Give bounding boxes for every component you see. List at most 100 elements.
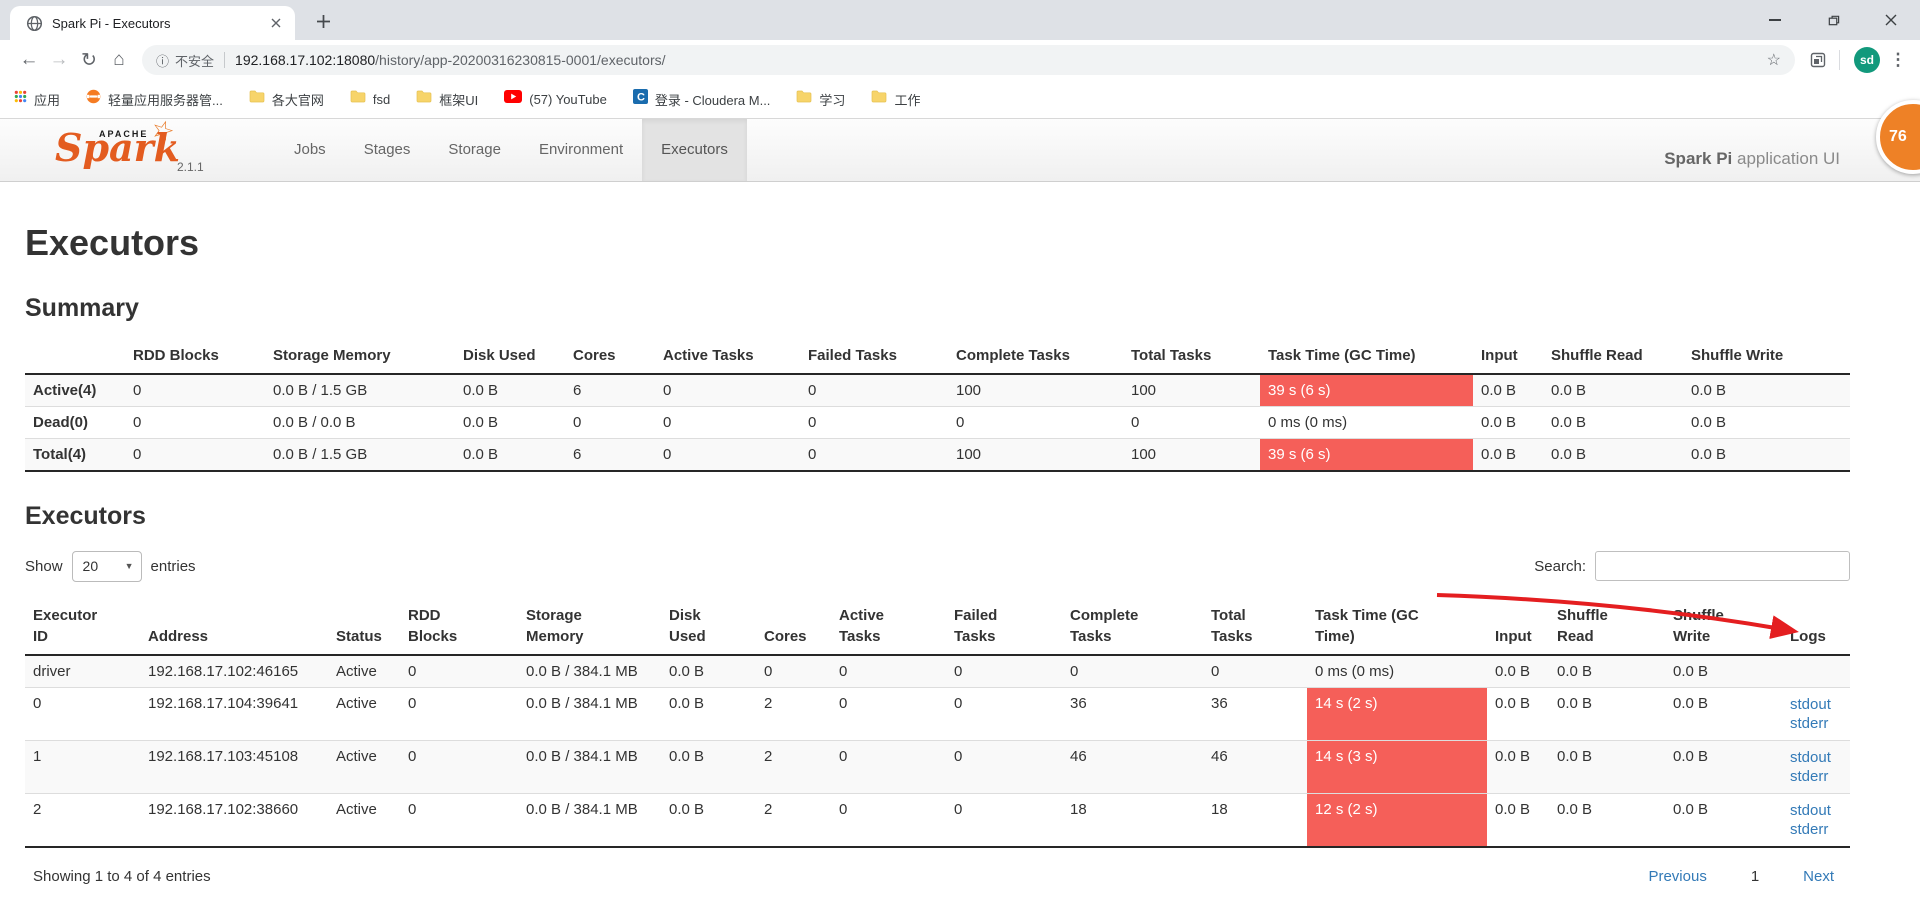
summary-cell: 100 bbox=[1131, 446, 1157, 464]
executors-table: Executor ID Address Status RDD Blocks St… bbox=[25, 599, 1850, 848]
address-bar[interactable]: ⓘ 不安全 192.168.17.102:18080/history/app-2… bbox=[142, 45, 1795, 75]
apps-grid-icon bbox=[14, 90, 27, 108]
spark-logo[interactable]: APACHE ☆ Spark 2.1.1 bbox=[25, 112, 245, 181]
executor-cell: 192.168.17.104:39641 bbox=[148, 694, 299, 712]
pagination-next[interactable]: Next bbox=[1803, 867, 1834, 885]
orange-app-icon bbox=[86, 89, 101, 109]
executor-cell: 0.0 B bbox=[1495, 800, 1531, 818]
bookmark-cloudera[interactable]: C 登录 - Cloudera M... bbox=[632, 89, 770, 109]
bookmark-youtube[interactable]: (57) YouTube bbox=[504, 90, 607, 108]
nav-tab-environment[interactable]: Environment bbox=[538, 141, 624, 158]
summary-row: Dead(0) 0 0.0 B / 0.0 B 0.0 B 0 0 0 0 0 0 ms (0 m… bbox=[25, 406, 1850, 439]
executor-cell: Active bbox=[336, 747, 377, 765]
executors-col-failed-tasks[interactable]: Failed Tasks bbox=[946, 599, 1062, 656]
bookmark-server-manager[interactable]: 轻量应用服务器管... bbox=[86, 89, 223, 109]
browser-tab[interactable]: Spark Pi - Executors bbox=[10, 6, 295, 40]
log-link-stdout[interactable]: stdout bbox=[1790, 695, 1831, 713]
info-icon[interactable]: ⓘ bbox=[156, 53, 170, 69]
close-button[interactable] bbox=[1862, 0, 1920, 40]
executors-table-body: driver 192.168.17.102:46165 Active 0 0.0 B /… bbox=[25, 654, 1850, 847]
executor-cell: 0 bbox=[764, 662, 773, 680]
executor-cell: 36 bbox=[1070, 694, 1087, 712]
nav-tab-stages[interactable]: Stages bbox=[363, 141, 411, 158]
summary-row: Active(4) 0 0.0 B / 1.5 GB 0.0 B 6 0 0 100 100 39… bbox=[25, 374, 1850, 407]
bookmark-folder-work[interactable]: 工作 bbox=[871, 90, 920, 109]
nav-tab-jobs[interactable]: Jobs bbox=[294, 141, 326, 158]
executor-cell: 0 bbox=[839, 747, 848, 765]
summary-cell: 0 ms (0 ms) bbox=[1268, 414, 1348, 432]
executors-col-executor-id[interactable]: Executor ID bbox=[25, 599, 140, 656]
search-label: Search: bbox=[1534, 557, 1586, 575]
executors-col-complete-tasks[interactable]: Complete Tasks bbox=[1062, 599, 1203, 656]
executors-col-cores[interactable]: Cores bbox=[756, 599, 831, 656]
summary-col-shuffle-read: Shuffle Read bbox=[1543, 339, 1683, 376]
bookmark-apps[interactable]: 应用 bbox=[14, 90, 60, 109]
forward-icon[interactable]: → bbox=[49, 49, 69, 70]
executors-col-total-tasks[interactable]: Total Tasks bbox=[1203, 599, 1307, 656]
svg-text:C: C bbox=[637, 92, 645, 104]
folder-icon bbox=[871, 90, 887, 108]
executor-cell: 14 s (2 s) bbox=[1307, 687, 1487, 741]
home-icon[interactable]: ⌂ bbox=[113, 49, 125, 70]
minimize-button[interactable] bbox=[1746, 0, 1804, 40]
bookmark-folder-study[interactable]: 学习 bbox=[796, 90, 845, 109]
folder-icon bbox=[350, 90, 366, 108]
executors-col-input[interactable]: Input bbox=[1487, 599, 1549, 656]
executor-cell: 0.0 B bbox=[669, 662, 705, 680]
bookmark-folder-framework-ui[interactable]: 框架UI bbox=[416, 90, 478, 109]
new-tab-button[interactable] bbox=[312, 10, 334, 32]
executors-col-address[interactable]: Address bbox=[140, 599, 328, 656]
log-link-stderr[interactable]: stderr bbox=[1790, 820, 1829, 838]
executors-col-rdd-blocks[interactable]: RDD Blocks bbox=[400, 599, 518, 656]
pagination-previous[interactable]: Previous bbox=[1648, 867, 1707, 885]
executors-col-shuffle-write[interactable]: Shuffle Write bbox=[1665, 599, 1782, 656]
log-link-stdout[interactable]: stdout bbox=[1790, 801, 1831, 819]
search-control: Search: bbox=[1534, 551, 1850, 582]
executor-cell: 2 bbox=[764, 747, 773, 765]
pagination-current-page[interactable]: 1 bbox=[1750, 867, 1760, 885]
extension-icon[interactable] bbox=[1805, 47, 1831, 73]
summary-row-label: Total(4) bbox=[33, 446, 87, 464]
executors-col-logs[interactable]: Logs bbox=[1782, 599, 1850, 656]
nav-tab-executors[interactable]: Executors bbox=[642, 119, 747, 181]
log-link-stderr[interactable]: stderr bbox=[1790, 767, 1829, 785]
summary-row: Total(4) 0 0.0 B / 1.5 GB 0.0 B 6 0 0 100 100 39 … bbox=[25, 438, 1850, 472]
executors-col-status[interactable]: Status bbox=[328, 599, 400, 656]
log-link-stderr[interactable]: stderr bbox=[1790, 714, 1829, 732]
maximize-button[interactable] bbox=[1804, 0, 1862, 40]
executor-cell: 0 bbox=[954, 747, 963, 765]
page-size-select[interactable]: 20 ▼ bbox=[71, 550, 142, 582]
bookmark-label: 应用 bbox=[34, 92, 61, 108]
spark-navbar: APACHE ☆ Spark 2.1.1 Jobs Stages Storage… bbox=[0, 112, 1920, 182]
tab-close-icon[interactable] bbox=[267, 14, 285, 32]
bookmark-star-icon[interactable]: ☆ bbox=[1766, 52, 1781, 69]
tab-title: Spark Pi - Executors bbox=[52, 15, 171, 31]
logs-cell bbox=[1782, 655, 1850, 688]
executors-col-storage-memory[interactable]: Storage Memory bbox=[518, 599, 661, 656]
executors-col-active-tasks[interactable]: Active Tasks bbox=[831, 599, 946, 656]
back-icon[interactable]: ← bbox=[19, 49, 39, 70]
profile-avatar[interactable]: sd bbox=[1854, 47, 1880, 73]
executors-col-shuffle-read[interactable]: Shuffle Read bbox=[1549, 599, 1665, 656]
spark-version: 2.1.1 bbox=[177, 160, 204, 174]
executor-cell: 0.0 B bbox=[1495, 694, 1531, 712]
page-size-dropdown[interactable]: 20 bbox=[71, 550, 142, 582]
reload-icon[interactable]: ↻ bbox=[81, 49, 97, 71]
executor-row: 0 192.168.17.104:39641 Active 0 0.0 B / 384.… bbox=[25, 687, 1850, 741]
executors-col-disk-used[interactable]: Disk Used bbox=[661, 599, 756, 656]
log-link-stdout[interactable]: stdout bbox=[1790, 748, 1831, 766]
nav-tab-storage[interactable]: Storage bbox=[448, 141, 501, 158]
executor-cell: 0.0 B / 384.1 MB bbox=[526, 800, 638, 818]
page-size-control: Show 20 ▼ entries bbox=[25, 550, 196, 582]
search-input[interactable] bbox=[1595, 551, 1850, 582]
executors-col-task-time[interactable]: Task Time (GC Time) bbox=[1307, 599, 1487, 656]
bookmark-folder-fsd[interactable]: fsd bbox=[350, 90, 390, 108]
menu-kebab-icon[interactable]: ⋮ bbox=[1889, 50, 1907, 69]
executor-cell: 0 bbox=[408, 694, 417, 712]
executor-cell: 0.0 B / 384.1 MB bbox=[526, 662, 638, 680]
bookmark-folder-sites[interactable]: 各大官网 bbox=[249, 90, 324, 109]
executor-cell: 0 ms (0 ms) bbox=[1315, 662, 1395, 680]
summary-cell: 0.0 B bbox=[463, 446, 499, 464]
executor-cell: 0 bbox=[954, 800, 963, 818]
executor-cell: 18 bbox=[1211, 800, 1228, 818]
